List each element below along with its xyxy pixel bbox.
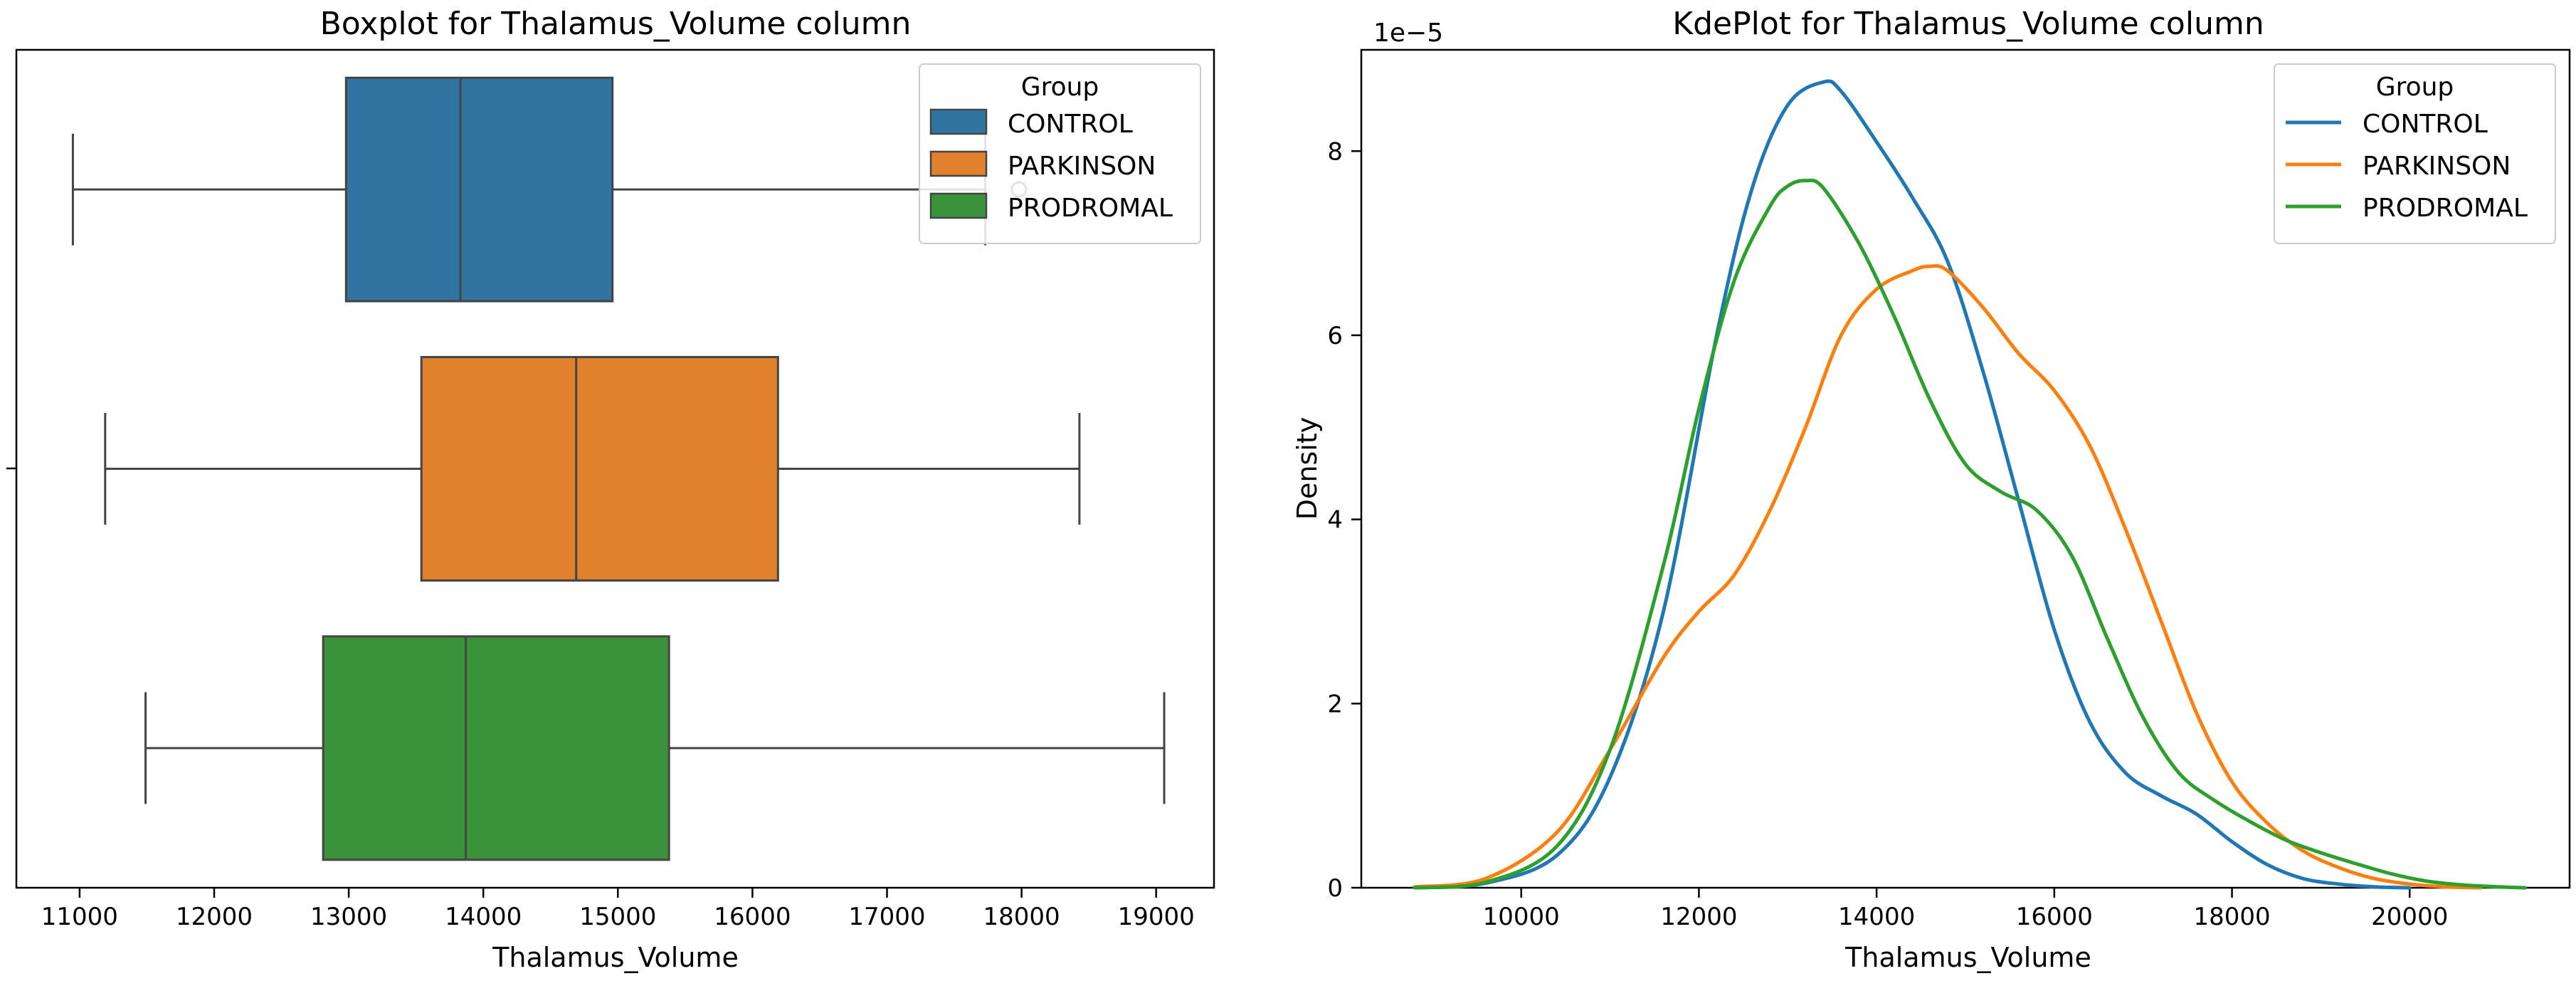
boxplot-title: Boxplot for Thalamus_Volume column xyxy=(320,6,912,42)
kde-x-tick-label: 18000 xyxy=(2193,903,2270,931)
boxplot-legend: Group CONTROL PARKINSON PRODROMAL xyxy=(919,63,1201,244)
kde-legend: Group CONTROL PARKINSON PRODROMAL xyxy=(2274,63,2556,244)
kde-x-axis-label: Thalamus_Volume xyxy=(1844,942,2091,973)
boxplot-x-tick-label: 19000 xyxy=(1118,903,1195,931)
kde-lines xyxy=(1413,79,2528,890)
boxplot-box xyxy=(420,356,779,582)
boxplot-x-tick-label: 13000 xyxy=(310,903,387,931)
kde-x-ticks: 10000 12000 14000 16000 18000 20000 xyxy=(1483,888,2448,931)
boxplot-x-tick-label: 17000 xyxy=(848,903,925,931)
kde-y-tick-label: 2 xyxy=(1327,690,1343,718)
kde-x-tick-label: 12000 xyxy=(1660,903,1737,931)
kde-legend-title: Group xyxy=(2376,73,2454,102)
boxplot-x-tick-label: 15000 xyxy=(579,903,656,931)
boxplot-x-axis-label: Thalamus_Volume xyxy=(492,942,739,973)
boxplot-panel: Boxplot for Thalamus_Volume column 11000… xyxy=(6,6,1215,973)
boxplot-legend-swatch xyxy=(929,150,988,177)
kde-x-tick-label: 10000 xyxy=(1483,903,1560,931)
kde-title: KdePlot for Thalamus_Volume column xyxy=(1672,6,2264,42)
kde-plot-frame xyxy=(1360,48,2571,889)
kde-panel: KdePlot for Thalamus_Volume column 1e−5 … xyxy=(1292,6,2571,973)
kde-y-axis-label: Density xyxy=(1292,417,1323,520)
boxplot-x-tick-label: 18000 xyxy=(983,903,1060,931)
kde-line-control xyxy=(1413,79,2412,890)
boxplot-legend-label: CONTROL xyxy=(1008,110,1133,139)
kde-x-tick-label: 14000 xyxy=(1838,903,1915,931)
boxplot-legend-label: PARKINSON xyxy=(1008,152,1156,181)
kde-x-tick-label: 16000 xyxy=(2016,903,2093,931)
kde-x-tick-label: 20000 xyxy=(2371,903,2448,931)
boxplot-legend-frame xyxy=(919,63,1201,244)
boxplot-x-tick-label: 14000 xyxy=(445,903,522,931)
boxplot-legend-title: Group xyxy=(1021,73,1099,102)
boxplot-x-tick-label: 12000 xyxy=(176,903,253,931)
boxplot-marks xyxy=(71,76,1166,861)
kde-y-tick-label: 0 xyxy=(1327,874,1343,903)
kde-line-prodromal xyxy=(1413,178,2528,890)
kde-legend-frame xyxy=(2274,63,2556,244)
boxplot-legend-swatch xyxy=(929,192,988,219)
boxplot-box xyxy=(322,635,670,861)
boxplot-x-ticks: 11000 12000 13000 14000 15000 16000 17000 18000… xyxy=(41,888,1195,931)
boxplot-x-tick-label: 16000 xyxy=(714,903,791,931)
kde-y-tick-label: 8 xyxy=(1327,137,1343,166)
boxplot-x-tick-label: 11000 xyxy=(41,903,118,931)
boxplot-box xyxy=(344,76,614,303)
boxplot-legend-label: PRODROMAL xyxy=(1008,194,1173,223)
kde-legend-label: CONTROL xyxy=(2363,110,2488,139)
kde-y-tick-label: 6 xyxy=(1327,322,1343,350)
kde-y-ticks: 0 2 4 6 8 xyxy=(1327,137,1361,903)
kde-legend-label: PARKINSON xyxy=(2363,152,2511,181)
boxplot-legend-swatch xyxy=(929,108,988,135)
kde-offset-label: 1e−5 xyxy=(1373,19,1443,48)
kde-legend-label: PRODROMAL xyxy=(2363,194,2528,223)
kde-y-tick-label: 4 xyxy=(1327,506,1343,535)
